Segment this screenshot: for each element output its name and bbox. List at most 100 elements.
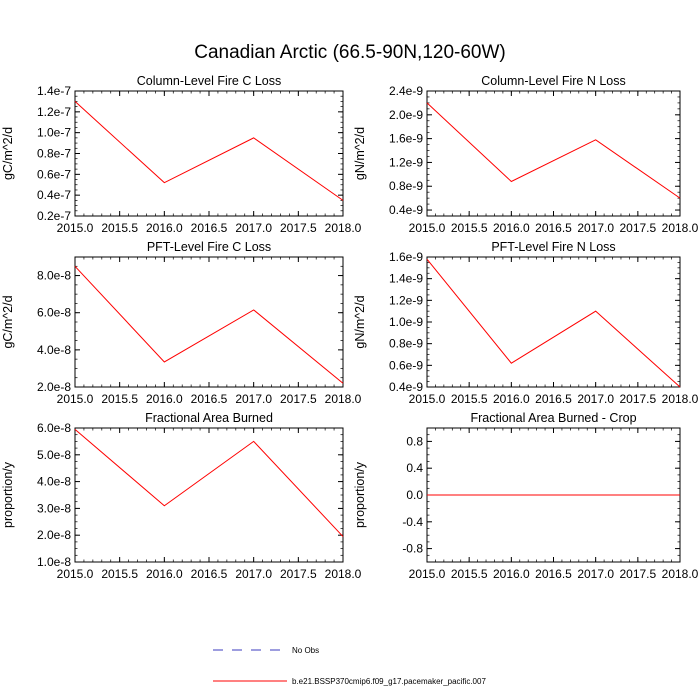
x-tick-label: 2015.0	[57, 567, 94, 581]
x-tick-label: 2015.5	[101, 221, 138, 235]
y-tick-label: 0.4e-9	[389, 380, 423, 394]
x-tick-label: 2016.5	[191, 221, 228, 235]
y-tick-label: 1.2e-9	[389, 293, 423, 307]
y-tick-label: 0.6e-7	[37, 167, 71, 181]
x-tick-label: 2016.0	[146, 392, 183, 406]
legend-label-1: No Obs	[292, 646, 319, 655]
x-tick-label: 2015.5	[451, 567, 488, 581]
x-tick-label: 2016.5	[535, 392, 572, 406]
y-axis-label: gN/m^2/d	[353, 295, 367, 348]
chart-panel-2: Column-Level Fire N Loss 2015.0 2015.5 2016…	[353, 74, 699, 235]
y-tick-label: 1.4e-7	[37, 84, 71, 98]
plot-frame	[426, 90, 681, 217]
x-tick-label: 2018.0	[662, 567, 699, 581]
x-tick-label: 2015.5	[101, 567, 138, 581]
x-tick-label: 2017.0	[577, 567, 614, 581]
y-tick-label: 6.0e-8	[37, 306, 71, 320]
y-tick-label: 0.4	[406, 461, 423, 475]
x-tick-label: 2016.0	[493, 392, 530, 406]
panel-title: Column-Level Fire N Loss	[481, 74, 626, 88]
y-tick-label: 1.6e-9	[389, 132, 423, 146]
x-tick-label: 2015.0	[409, 221, 446, 235]
x-tick-label: 2018.0	[662, 392, 699, 406]
series-line-1	[74, 428, 344, 537]
y-tick-label: 2.4e-9	[389, 84, 423, 98]
x-tick-label: 2017.0	[235, 567, 272, 581]
x-tick-label: 2016.5	[191, 392, 228, 406]
y-tick-label: 5.0e-8	[37, 448, 71, 462]
x-tick-label: 2018.0	[325, 221, 362, 235]
y-tick-label: 0.4e-9	[389, 203, 423, 217]
y-tick-label: 0.6e-9	[389, 358, 423, 372]
x-tick-label: 2016.0	[493, 567, 530, 581]
x-tick-label: 2017.5	[619, 221, 656, 235]
plot-frame	[74, 90, 344, 217]
series-line-1	[74, 101, 344, 201]
y-tick-label: 0.8e-9	[389, 337, 423, 351]
y-axis-label: proportion/y	[1, 461, 15, 528]
x-tick-label: 2017.0	[235, 392, 272, 406]
x-tick-label: 2017.0	[577, 221, 614, 235]
panel-title: Column-Level Fire C Loss	[137, 74, 282, 88]
x-tick-label: 2016.5	[535, 567, 572, 581]
y-tick-label: 6.0e-8	[37, 421, 71, 435]
y-tick-label: 0.8	[406, 434, 423, 448]
y-tick-label: 1.4e-9	[389, 272, 423, 286]
y-tick-label: 4.0e-8	[37, 343, 71, 357]
plot-frame	[74, 256, 344, 388]
chart-panel-3: PFT-Level Fire C Loss 2015.0 2015.5 2016.0 2…	[1, 240, 362, 406]
x-tick-label: 2015.5	[101, 392, 138, 406]
chart-panels: Column-Level Fire C Loss 2015.0 2015.5 2016…	[1, 74, 699, 581]
y-tick-label: 8.0e-8	[37, 269, 71, 283]
chart-panel-4: PFT-Level Fire N Loss 2015.0 2015.5 2016.0 2…	[353, 240, 699, 406]
y-tick-label: 3.0e-8	[37, 501, 71, 515]
y-tick-label: 0.8e-9	[389, 179, 423, 193]
series-line-1	[426, 102, 681, 199]
x-tick-label: 2015.0	[57, 221, 94, 235]
x-tick-label: 2016.0	[493, 221, 530, 235]
y-tick-label: 2.0e-8	[37, 528, 71, 542]
y-tick-label: 1.0e-7	[37, 126, 71, 140]
x-tick-label: 2016.0	[146, 221, 183, 235]
y-axis-label: gN/m^2/d	[353, 127, 367, 180]
x-tick-label: 2016.5	[535, 221, 572, 235]
y-tick-label: 2.0e-9	[389, 108, 423, 122]
x-tick-label: 2015.0	[409, 392, 446, 406]
legend: No Obs b.e21.BSSP370cmip6.f09_g17.pacemak…	[213, 646, 486, 686]
y-tick-label: 0.4e-7	[37, 188, 71, 202]
series-line-1	[74, 265, 344, 384]
y-tick-label: 0.8e-7	[37, 147, 71, 161]
x-tick-label: 2016.5	[191, 567, 228, 581]
y-tick-label: 1.0e-9	[389, 315, 423, 329]
x-tick-label: 2015.5	[451, 392, 488, 406]
y-tick-label: 1.6e-9	[389, 250, 423, 264]
legend-label-2: b.e21.BSSP370cmip6.f09_g17.pacemaker_pac…	[292, 677, 486, 686]
x-tick-label: 2015.0	[57, 392, 94, 406]
x-tick-label: 2017.0	[577, 392, 614, 406]
chart-panel-5: Fractional Area Burned 2015.0 2015.5 2016.0…	[1, 411, 362, 581]
x-tick-label: 2017.5	[280, 567, 317, 581]
y-tick-label: -0.8	[402, 542, 423, 556]
x-tick-label: 2016.0	[146, 567, 183, 581]
y-tick-label: 1.2e-7	[37, 105, 71, 119]
y-axis-label: gC/m^2/d	[1, 127, 15, 180]
y-tick-label: 0.2e-7	[37, 209, 71, 223]
panel-title: Fractional Area Burned	[145, 411, 273, 425]
y-axis-label: gC/m^2/d	[1, 295, 15, 348]
x-tick-label: 2018.0	[662, 221, 699, 235]
x-tick-label: 2017.0	[235, 221, 272, 235]
x-tick-label: 2017.5	[619, 567, 656, 581]
x-tick-label: 2018.0	[325, 567, 362, 581]
chart-panel-6: Fractional Area Burned - Crop 2015.0 2015.…	[353, 411, 699, 581]
y-tick-label: 0.0	[406, 488, 423, 502]
panel-title: Fractional Area Burned - Crop	[470, 411, 636, 425]
x-tick-label: 2017.5	[280, 392, 317, 406]
panel-title: PFT-Level Fire C Loss	[147, 240, 271, 254]
y-axis-label: proportion/y	[353, 461, 367, 528]
x-tick-label: 2017.5	[280, 221, 317, 235]
y-tick-label: 1.2e-9	[389, 155, 423, 169]
x-tick-label: 2015.0	[409, 567, 446, 581]
plot-frame	[74, 427, 344, 563]
chart-panel-1: Column-Level Fire C Loss 2015.0 2015.5 2016…	[1, 74, 362, 235]
